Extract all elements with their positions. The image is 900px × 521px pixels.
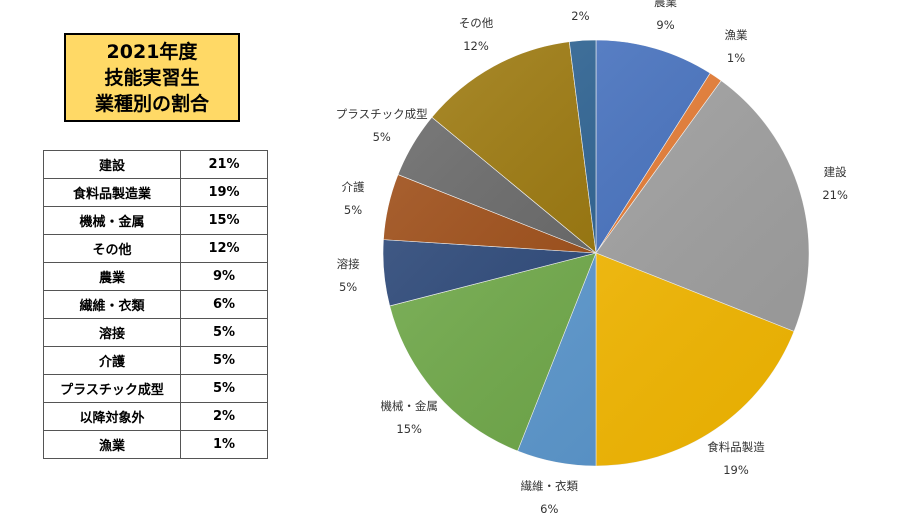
- slice-label-name: 機械・金属: [380, 398, 438, 413]
- table-cell-percent: 15%: [180, 206, 268, 235]
- slice-label-percent: 15%: [396, 421, 422, 436]
- table-row: 以降対象外 2%: [43, 402, 268, 431]
- table-cell-percent: 2%: [180, 402, 268, 431]
- table-cell-percent: 21%: [180, 150, 268, 179]
- slice-label: 農業 9%: [654, 0, 677, 37]
- title-line-1: 2021年度: [106, 40, 198, 63]
- slice-label-percent: 2%: [571, 8, 590, 23]
- table-row: 漁業 1%: [43, 430, 268, 459]
- table-cell-category: 漁業: [43, 430, 181, 459]
- slice-label: その他 12%: [459, 12, 494, 58]
- slice-label-name: 農業: [654, 0, 677, 9]
- table-cell-category: 以降対象外: [43, 402, 181, 431]
- table-cell-category: 機械・金属: [43, 206, 181, 235]
- slice-label-percent: 1%: [726, 51, 746, 66]
- slice-label: 溶接 5%: [337, 253, 360, 299]
- table-cell-category: 農業: [43, 262, 181, 291]
- slice-label: 移行対象外2%: [552, 0, 610, 28]
- slice-label-percent: 12%: [463, 38, 489, 53]
- slice-label-percent: 21%: [822, 187, 848, 202]
- slice-label: 食料品製造 19%: [707, 436, 765, 482]
- table-cell-category: 食料品製造業: [43, 178, 181, 207]
- title-line-3: 業種別の割合: [94, 92, 209, 115]
- table-cell-category: その他: [43, 234, 181, 263]
- slice-label-percent: 9%: [656, 17, 675, 32]
- chart-title-box: 2021年度 技能実習生 業種別の割合: [64, 33, 240, 122]
- table-row: 介護 5%: [43, 346, 268, 375]
- table-cell-percent: 1%: [180, 430, 268, 459]
- table-row: その他 12%: [43, 234, 268, 263]
- title-line-2: 技能実習生: [104, 66, 200, 89]
- table-row: 機械・金属 15%: [43, 206, 268, 235]
- table-row: プラスチック成型 5%: [43, 374, 268, 403]
- table-row: 農業 9%: [43, 262, 268, 291]
- slice-label-percent: 6%: [540, 501, 559, 516]
- slice-label-name: プラスチック成型: [335, 107, 428, 122]
- slice-label-name: 建設: [823, 164, 847, 179]
- table-row: 食料品製造業 19%: [43, 178, 268, 207]
- slice-label-name: その他: [458, 15, 494, 30]
- slice-label-name: 食料品製造: [707, 439, 765, 454]
- table-cell-category: プラスチック成型: [43, 374, 181, 403]
- share-table: 建設 21% 食料品製造業 19% 機械・金属 15% その他 12% 農業 9% 繊維・衣類 6% 溶…: [43, 150, 268, 459]
- slice-label: 建設 21%: [822, 161, 848, 207]
- slice-label-percent: 5%: [343, 202, 363, 217]
- pie-chart: [382, 39, 810, 467]
- slice-label: 介護 5%: [342, 176, 365, 222]
- slice-label-percent: 5%: [372, 130, 391, 145]
- slice-label-name: 介護: [341, 179, 365, 194]
- slice-label: プラスチック成型 5%: [336, 103, 428, 149]
- slice-label-percent: 19%: [723, 462, 749, 477]
- slice-label: 繊維・衣類 6%: [521, 475, 579, 521]
- table-cell-category: 介護: [43, 346, 181, 375]
- slice-label-name: 繊維・衣類: [520, 478, 579, 493]
- slice-label: 漁業 1%: [725, 24, 748, 70]
- table-cell-percent: 19%: [180, 178, 268, 207]
- slice-label-percent: 5%: [338, 280, 358, 295]
- slice-label-name: 溶接: [336, 257, 360, 272]
- table-row: 溶接 5%: [43, 318, 268, 347]
- slice-label-name: 漁業: [724, 28, 748, 43]
- slice-label: 機械・金属 15%: [380, 395, 438, 441]
- table-cell-percent: 6%: [180, 290, 268, 319]
